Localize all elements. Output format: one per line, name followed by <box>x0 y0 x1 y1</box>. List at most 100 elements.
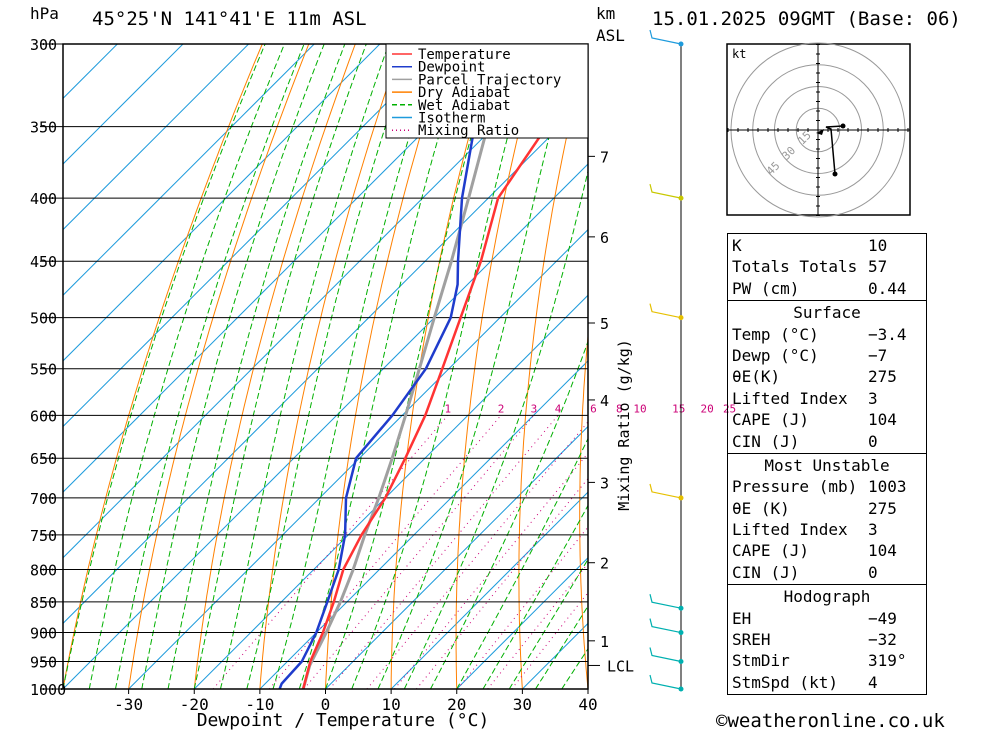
wet-adiabat-line <box>141 44 325 689</box>
wind-barb-icon <box>649 647 682 663</box>
mixing-ratio-line <box>394 452 588 689</box>
km-tick-label: 4 <box>600 392 609 410</box>
indices-row-value: 3 <box>868 388 878 408</box>
indices-row-label: CAPE (J) <box>732 410 810 430</box>
indices-row-label: Dewp (°C) <box>732 345 819 365</box>
wind-barb-icon <box>649 483 682 499</box>
indices-row-value: 0 <box>868 431 878 451</box>
pressure-tick-label: 550 <box>30 361 57 379</box>
indices-row-label: Temp (°C) <box>732 324 819 344</box>
dry-adiabat-line <box>639 44 681 689</box>
wind-barb-icon <box>649 183 682 199</box>
indices-row: K 10 <box>728 235 926 256</box>
indices-row-label: θE (K) <box>732 498 790 518</box>
pressure-tick-label: 450 <box>30 253 57 271</box>
indices-row: StmSpd (kt) 4 <box>728 672 926 693</box>
mixing-ratio-label: 6 <box>590 402 597 415</box>
indices-row: EH −49 <box>728 608 926 629</box>
km-unit-label: km <box>596 4 616 23</box>
indices-row: StmDir 319° <box>728 650 926 671</box>
isotherm-line <box>63 44 184 165</box>
x-tick-label: -30 <box>114 695 143 714</box>
wind-barb-icon <box>649 594 682 609</box>
mixing-ratio-axis-label: Mixing Ratio (g/kg) <box>615 339 633 511</box>
pressure-tick-label: 700 <box>30 490 57 508</box>
pressure-tick-label: 850 <box>30 594 57 612</box>
isotherm-line <box>128 228 588 689</box>
indices-row-label: EH <box>732 608 752 628</box>
legend-box <box>385 43 589 139</box>
mixing-ratio-line <box>212 414 449 689</box>
pressure-tick-label: 600 <box>30 407 57 425</box>
mixing-ratio-label: 20 <box>700 402 713 415</box>
dry-adiabat-line <box>128 44 310 689</box>
indices-row-value: 1003 <box>868 477 907 497</box>
wet-adiabat-line <box>298 44 467 689</box>
hodograph-unit-label: kt <box>732 47 746 61</box>
stability-indices-table: K 10 Totals Totals 57 PW (cm) 0.44 Surface Tem… <box>727 233 927 696</box>
indices-row-value: −7 <box>868 345 888 365</box>
km-tick-label: 2 <box>600 555 609 573</box>
pressure-unit-label: hPa <box>30 4 59 23</box>
indices-row-value: −32 <box>868 630 897 650</box>
dry-adiabat-line <box>455 44 542 689</box>
wind-barb-icon <box>649 674 682 690</box>
indices-row-label: StmDir <box>732 651 790 671</box>
indices-row: θE(K) 275 <box>728 366 926 387</box>
km-tick-label: 6 <box>600 229 609 247</box>
pressure-tick-label: 650 <box>30 450 57 468</box>
pressure-tick-label: 1000 <box>30 681 66 699</box>
isotherm-line <box>63 44 446 428</box>
indices-row-label: CIN (J) <box>732 562 800 582</box>
pressure-tick-label: 800 <box>30 561 57 579</box>
indices-row-label: θE(K) <box>732 367 781 387</box>
wind-barb-icon <box>649 29 682 45</box>
legend-entry: Temperature <box>418 47 511 63</box>
isotherm-line <box>390 491 588 689</box>
indices-top-box: K 10 Totals Totals 57 PW (cm) 0.44 <box>727 233 927 302</box>
wet-adiabat-line <box>508 558 588 689</box>
indices-row: CIN (J) 0 <box>728 431 926 452</box>
isotherm-line <box>63 44 315 296</box>
x-tick-label: 0 <box>321 695 331 714</box>
pressure-tick-label: 300 <box>30 36 57 54</box>
hodograph-point <box>840 123 846 129</box>
indices-row: CAPE (J) 104 <box>728 540 926 561</box>
indices-row-label: K <box>732 236 742 255</box>
wet-adiabat-line <box>167 44 346 689</box>
wind-barb-icon <box>649 618 682 634</box>
indices-row-label: Totals Totals <box>732 257 858 277</box>
mixing-ratio-line <box>329 414 559 689</box>
wet-adiabat-line <box>272 44 439 689</box>
wet-adiabat-line <box>456 437 588 689</box>
indices-row: θE (K) 275 <box>728 498 926 519</box>
credit-footer: ©weatheronline.co.uk <box>716 710 945 732</box>
x-axis-label: Dewpoint / Temperature (°C) <box>197 710 490 731</box>
km-tick-label: 5 <box>600 315 609 333</box>
x-tick-label: -20 <box>180 695 209 714</box>
mixing-ratio-label: 3 <box>531 402 538 415</box>
dry-adiabat-line <box>958 44 1000 689</box>
legend-entry: Dry Adiabat <box>418 85 511 101</box>
indices-row: Dewp (°C) −7 <box>728 345 926 366</box>
isotherm-line <box>456 557 588 689</box>
isotherm-line <box>259 360 588 689</box>
indices-row: Pressure (mb) 1003 <box>728 476 926 497</box>
indices-row-label: Pressure (mb) <box>732 477 858 497</box>
indices-row: Totals Totals 57 <box>728 256 926 277</box>
indices-row-label: CIN (J) <box>732 431 800 451</box>
temperature-profile <box>301 70 588 689</box>
wet-adiabat-line <box>403 169 588 689</box>
surface-box: Surface Temp (°C) −3.4 Dewp (°C) −7 θE(K) 275 L… <box>727 300 927 454</box>
mixing-ratio-label: 2 <box>498 402 505 415</box>
storm-motion-icon <box>816 129 824 135</box>
indices-row: PW (cm) 0.44 <box>728 278 926 299</box>
indices-row-label: SREH <box>732 630 771 650</box>
indices-row: SREH −32 <box>728 629 926 650</box>
km-tick-label: 3 <box>600 474 609 492</box>
isotherm-line <box>63 97 588 625</box>
isotherm-line <box>63 44 381 362</box>
indices-section-title: Surface <box>793 303 861 323</box>
isotherm-line <box>63 44 118 100</box>
legend-entry: Mixing Ratio <box>418 123 519 139</box>
